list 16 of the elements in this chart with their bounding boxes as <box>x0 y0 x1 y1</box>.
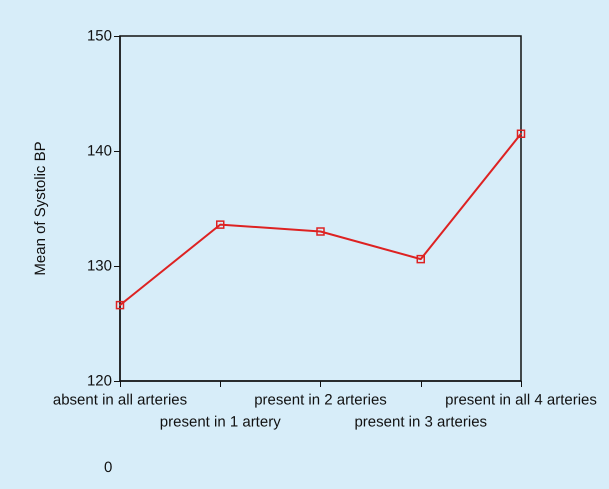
x-tick-label: present in 1 artery <box>160 414 282 430</box>
point <box>216 220 224 229</box>
x-tick-label: present in 3 arteries <box>354 414 488 430</box>
x-tick-label: absent in all arteries <box>52 392 188 408</box>
x-tick-label: present in all 4 arteries <box>445 392 597 408</box>
x-tick-label: present in 2 arteries <box>254 392 387 408</box>
point <box>116 300 124 310</box>
y-tick-label: 140 <box>86 142 112 160</box>
y-axis-title: Mean of Systolic BP <box>32 141 49 276</box>
y-tick-label: 120 <box>86 372 112 390</box>
y-tick-label: 150 <box>86 28 112 44</box>
point <box>416 254 425 264</box>
point <box>316 227 325 236</box>
text: 0 <box>104 459 112 476</box>
point <box>516 130 526 138</box>
y-tick-label: 130 <box>86 258 112 274</box>
